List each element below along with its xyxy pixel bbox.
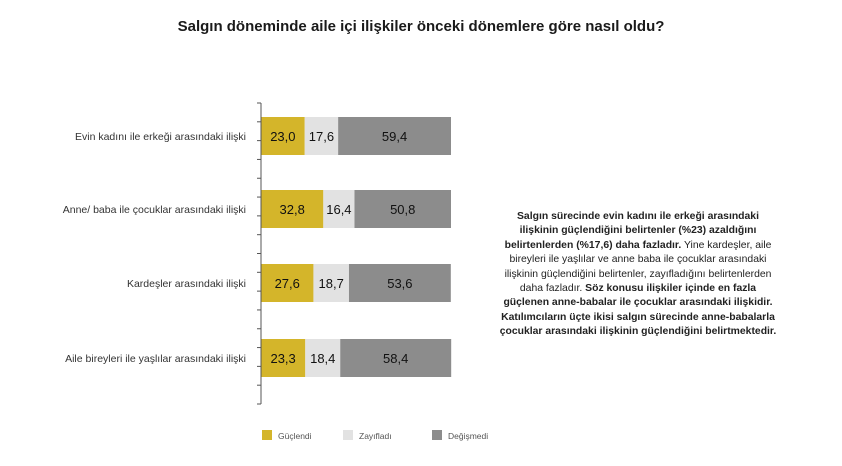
data-label: 53,6: [387, 276, 412, 291]
data-label: 18,7: [319, 276, 344, 291]
category-label: Aile bireyleri ile yaşlılar arasındaki i…: [65, 353, 246, 365]
data-label: 23,0: [270, 129, 295, 144]
legend-label: Güçlendi: [278, 431, 312, 441]
data-label: 59,4: [382, 129, 407, 144]
legend-label: Zayıfladı: [359, 431, 392, 441]
bar-segment: [305, 339, 341, 377]
bar-segment: [261, 264, 314, 302]
category-label: Anne/ baba ile çocuklar arasındaki ilişk…: [63, 204, 246, 216]
bar-segment: [323, 190, 355, 228]
bar-segment: [340, 339, 452, 377]
bar-segment: [338, 117, 451, 155]
summary-bold-1: Salgın sürecinde evin kadını ile erkeği …: [504, 211, 759, 251]
legend-label: Değişmedi: [448, 431, 488, 441]
data-label: 23,3: [270, 351, 295, 366]
bar-segment: [261, 190, 324, 228]
bar-segment: [348, 264, 451, 302]
data-label: 50,8: [390, 202, 415, 217]
data-label: 27,6: [275, 276, 300, 291]
category-label: Kardeşler arasındaki ilişki: [127, 278, 246, 290]
bar-segment: [354, 190, 451, 228]
data-label: 32,8: [280, 202, 305, 217]
chart-title: Salgın döneminde aile içi ilişkiler önce…: [177, 18, 665, 35]
category-label: Evin kadını ile erkeği arasındaki ilişki: [75, 131, 246, 143]
data-label: 16,4: [326, 202, 351, 217]
bar-segment: [304, 117, 339, 155]
summary-text: Salgın sürecinde evin kadını ile erkeği …: [497, 210, 779, 340]
data-label: 18,4: [310, 351, 335, 366]
bar-segment: [261, 117, 305, 155]
legend-swatch: [432, 430, 442, 440]
data-label: 17,6: [309, 129, 334, 144]
bar-segment: [261, 339, 306, 377]
data-label: 58,4: [383, 351, 408, 366]
legend-swatch: [343, 430, 353, 440]
legend-swatch: [262, 430, 272, 440]
summary-regular: Yine kardeşler, aile bireyleri ile yaşlı…: [504, 239, 772, 295]
bar-segment: [313, 264, 349, 302]
summary-bold-2: Söz konusu ilişkiler içinde en fazla güç…: [499, 283, 777, 338]
